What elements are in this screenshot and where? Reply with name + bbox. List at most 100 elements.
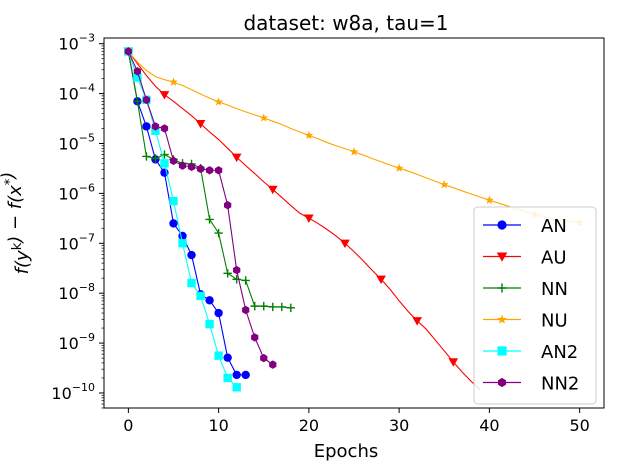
series-point-nn (151, 154, 160, 163)
y-tick-label: 10−5 (58, 131, 95, 153)
series-point-nu (304, 130, 314, 140)
series-group (123, 46, 585, 392)
series-point-au (267, 185, 278, 195)
y-tick-label: 10−7 (58, 231, 95, 253)
series-point-an (214, 308, 223, 318)
series-point-an (241, 370, 250, 380)
series-point-an (187, 250, 196, 260)
chart-title: dataset: w8a, tau=1 (243, 11, 448, 35)
y-tick-label: 10−10 (51, 381, 95, 403)
y-axis-label: f(yk) − f(x*) (0, 172, 33, 275)
series-point-nn2 (251, 333, 259, 342)
legend-label-nu: NU (541, 311, 568, 332)
series-point-nn (214, 228, 223, 238)
series-point-an2 (232, 383, 241, 392)
series-point-an2 (160, 159, 169, 168)
series-point-an (142, 122, 151, 131)
series-point-an2 (214, 351, 223, 360)
x-tick-label: 30 (389, 416, 409, 435)
x-tick-label: 0 (123, 416, 133, 435)
series-point-an (223, 353, 232, 362)
series-point-nu (214, 97, 224, 106)
y-tick-label: 10−3 (58, 32, 95, 54)
legend-label-nn: NN (541, 279, 568, 300)
series-point-au (340, 239, 350, 249)
series-point-an2 (178, 239, 187, 248)
series-point-au (159, 91, 170, 100)
series-point-an2 (133, 73, 142, 82)
series-point-nn (142, 152, 151, 161)
series-point-au (231, 153, 242, 163)
series-point-nn2 (260, 353, 268, 363)
series-point-au (304, 214, 314, 223)
series-point-nu (439, 179, 449, 189)
legend-label-an: AN (541, 216, 567, 237)
series-point-an2 (196, 291, 205, 301)
series-point-nn2 (169, 156, 178, 165)
plot-area (123, 46, 585, 392)
series-point-an (205, 296, 214, 305)
y-axis-label-text: f(yk) − f(x*) (0, 172, 33, 275)
series-point-nn2 (124, 47, 133, 56)
series-point-nn2 (142, 95, 151, 105)
series-point-an (169, 219, 178, 228)
series-point-nu (259, 113, 269, 122)
series-point-nu (394, 163, 404, 172)
series-point-nn (232, 275, 241, 284)
series-point-nn (241, 276, 250, 285)
series-point-au (376, 275, 386, 285)
series-point-nn2 (187, 162, 196, 172)
series-point-nn (250, 301, 259, 311)
series-point-au (448, 358, 459, 367)
series-point-nn2 (233, 265, 241, 275)
series-point-an (232, 370, 241, 380)
axes-frame (103, 37, 605, 409)
series-point-nn2 (205, 166, 214, 175)
series-point-nn (205, 215, 214, 224)
series-point-an2 (169, 196, 178, 206)
series-point-au (412, 317, 423, 326)
series-point-nn2 (178, 161, 187, 170)
legend: AN AU NN NU AN2 NN2 (473, 206, 597, 405)
series-point-an2 (187, 278, 196, 288)
series-point-nn2 (242, 305, 250, 315)
series-point-nn2 (196, 164, 205, 174)
series-point-nn2 (224, 200, 232, 210)
legend-marker-nn2 (498, 377, 506, 388)
series-line-au (127, 51, 481, 391)
series-point-nu (349, 147, 359, 156)
legend-marker-nu (497, 314, 507, 324)
series-point-an (178, 231, 187, 241)
series-point-nn (286, 303, 296, 312)
series-point-nn (268, 302, 277, 312)
y-tick-label: 10−6 (58, 181, 95, 203)
series-point-nu (484, 195, 494, 204)
series-point-nn2 (160, 124, 169, 133)
axes: 0 10 20 30 40 50 10−10 10−9 10−8 10−7 10−6 10−5 10−4… (51, 32, 605, 435)
series-point-nn (223, 269, 232, 278)
series-point-nn2 (214, 166, 223, 175)
series-point-an2 (205, 319, 214, 329)
series-line-an (127, 51, 246, 376)
series-point-nn2 (133, 67, 142, 76)
y-tick-label: 10−4 (58, 82, 95, 104)
x-tick-label: 10 (208, 416, 228, 435)
series-point-an2 (151, 126, 160, 135)
legend-label-nn2: NN2 (541, 374, 579, 395)
series-point-nn2 (269, 360, 277, 369)
series-point-au (195, 120, 206, 129)
x-tick-label: 40 (479, 416, 499, 435)
legend-label-au: AU (541, 248, 567, 269)
legend-marker-an (497, 220, 507, 230)
series-point-nn (133, 97, 142, 106)
series-point-nu (169, 77, 178, 86)
series-point-nn (259, 301, 268, 311)
y-tick-label: 10−9 (58, 331, 95, 353)
x-tick-label: 20 (299, 416, 319, 435)
legend-label-an2: AN2 (541, 342, 578, 363)
legend-marker-an2 (497, 346, 507, 356)
legend-marker-au (496, 252, 508, 262)
x-axis-label: Epochs (314, 441, 379, 462)
series-point-nn2 (151, 122, 160, 131)
